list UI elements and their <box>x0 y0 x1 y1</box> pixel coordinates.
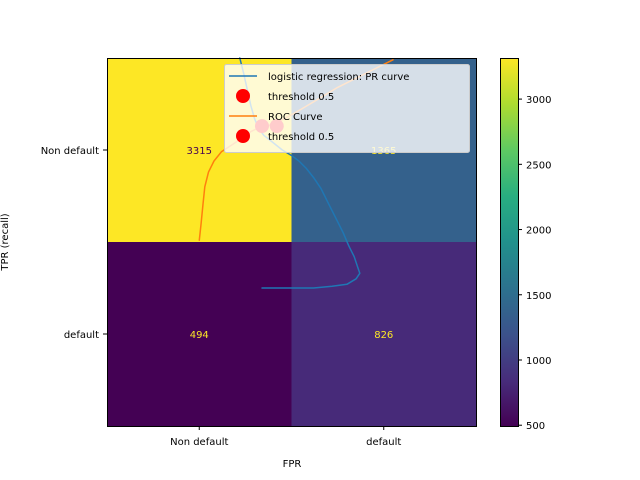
y-axis-ticks: Non default default <box>41 146 107 341</box>
legend-box <box>224 64 470 153</box>
colorbar-tick-label: 1000 <box>526 356 551 367</box>
colorbar-tick-label: 2000 <box>526 226 551 237</box>
plot-frame <box>107 58 477 427</box>
legend-marker-swatch <box>236 129 250 143</box>
x-tick-label: default <box>366 437 401 448</box>
colorbar-tick-label: 2500 <box>526 160 551 171</box>
heatmap-cell-label: 494 <box>190 330 209 341</box>
heatmap-cell <box>107 242 292 427</box>
heatmap-cell-label: 826 <box>374 330 393 341</box>
legend-label: logistic regression: PR curve <box>268 72 409 83</box>
legend-label: threshold 0.5 <box>268 132 334 143</box>
heatmap-cell-label: 3315 <box>187 146 212 157</box>
heatmap-cell <box>291 242 477 427</box>
y-axis-label: TPR (recall) <box>0 213 11 271</box>
y-tick-label: Non default <box>41 146 99 157</box>
colorbar: 500 1000 1500 2000 2500 3000 <box>500 58 551 432</box>
legend-marker-swatch <box>236 89 250 103</box>
x-axis-label: FPR <box>283 459 302 470</box>
legend-label: ROC Curve <box>268 112 322 123</box>
colorbar-tick-label: 1500 <box>526 291 551 302</box>
colorbar-tick-label: 500 <box>526 421 545 432</box>
x-tick-label: Non default <box>170 437 228 448</box>
colorbar-frame <box>500 58 519 427</box>
colorbar-tick-label: 3000 <box>526 95 551 106</box>
legend-label: threshold 0.5 <box>268 92 334 103</box>
x-axis-ticks: Non default default <box>170 426 401 448</box>
colorbar-gradient <box>500 58 518 426</box>
y-tick-label: default <box>64 330 99 341</box>
legend: logistic regression: PR curve threshold 0… <box>224 64 470 153</box>
